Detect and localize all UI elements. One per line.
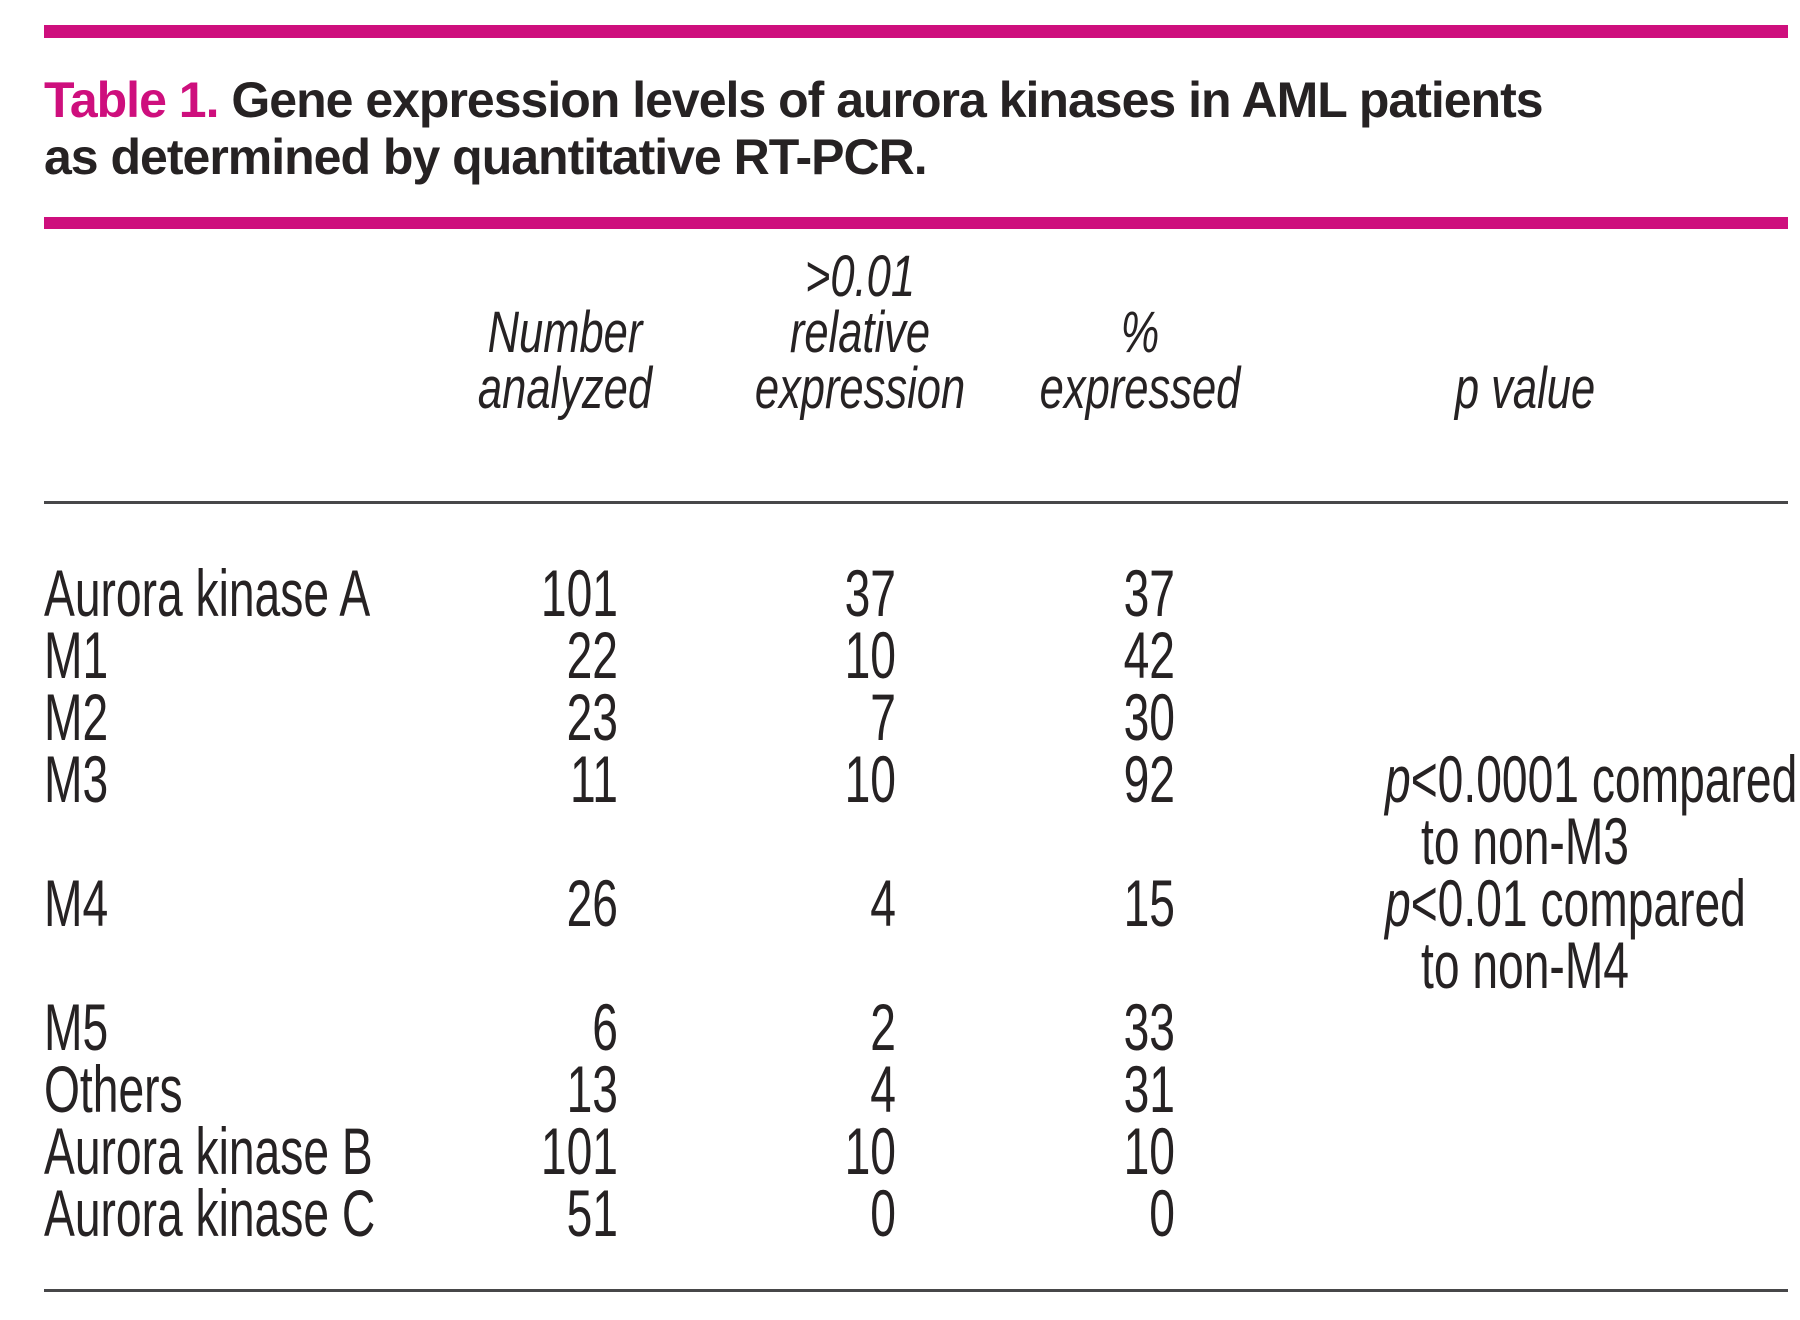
row-label: Aurora kinase C <box>44 1176 376 1250</box>
number-analyzed-value: 51 <box>566 1176 618 1250</box>
row-label: M2 <box>44 680 109 754</box>
header-divider-rule <box>44 501 1788 504</box>
number-analyzed-value: 101 <box>540 556 618 630</box>
row-label: M4 <box>44 866 109 940</box>
top-accent-rule <box>44 25 1788 38</box>
table-number-label: Table 1. <box>44 72 219 128</box>
table-body: Aurora kinase A 101 37 37 M1 22 10 42 M2… <box>0 556 1800 1250</box>
title-accent-rule <box>44 217 1788 229</box>
header-number: Number <box>487 300 643 365</box>
p-value-text: <0.0001 compared <box>1410 742 1798 816</box>
number-analyzed-value: 23 <box>566 680 618 754</box>
relative-expression-value: 10 <box>844 618 896 692</box>
pct-expressed-value: 15 <box>1123 866 1175 940</box>
table-row-m4: M4 26 4 15 p<0.01 compared to non-M4 <box>0 866 1800 998</box>
p-symbol: p <box>1385 866 1411 940</box>
table-title-line2: as determined by quantitative RT-PCR. <box>44 129 928 185</box>
pct-expressed-value: 92 <box>1123 742 1175 816</box>
column-header-pct-expressed: % expressed <box>1020 300 1260 421</box>
relative-expression-value: 4 <box>870 866 896 940</box>
table-row-m2: M2 23 7 30 <box>0 680 1800 754</box>
row-label: Aurora kinase A <box>44 556 371 630</box>
table-row-m3: M3 11 10 92 p<0.0001 compared to non-M3 <box>0 742 1800 874</box>
p-value-note: p<0.01 compared to non-M4 <box>1385 870 1746 998</box>
p-value-note: p<0.0001 compared to non-M3 <box>1385 746 1797 874</box>
table-row-aurora-kinase-c: Aurora kinase C 51 0 0 <box>0 1176 1800 1250</box>
header-percent: % <box>1120 300 1160 365</box>
table-row-m5: M5 6 2 33 <box>0 990 1800 1064</box>
header-threshold: >0.01 <box>804 244 916 309</box>
bottom-rule <box>44 1289 1788 1292</box>
row-label: Others <box>44 1052 183 1126</box>
column-header-number-analyzed: Number analyzed <box>445 300 685 421</box>
number-analyzed-value: 13 <box>566 1052 618 1126</box>
number-analyzed-value: 6 <box>592 990 618 1064</box>
pct-expressed-value: 42 <box>1123 618 1175 692</box>
relative-expression-value: 0 <box>870 1176 896 1250</box>
relative-expression-value: 10 <box>844 742 896 816</box>
row-label: M5 <box>44 990 109 1064</box>
number-analyzed-value: 11 <box>570 742 618 816</box>
table-row-aurora-kinase-b: Aurora kinase B 101 10 10 <box>0 1114 1800 1188</box>
number-analyzed-value: 26 <box>566 866 618 940</box>
table-row-others: Others 13 4 31 <box>0 1052 1800 1126</box>
table-row-m1: M1 22 10 42 <box>0 618 1800 692</box>
row-label: M3 <box>44 742 109 816</box>
column-header-p-value: p value <box>1454 356 1596 421</box>
relative-expression-value: 2 <box>870 990 896 1064</box>
p-symbol: p <box>1385 742 1411 816</box>
p-value-text-line2: to non-M3 <box>1420 804 1630 878</box>
pct-expressed-value: 30 <box>1123 680 1175 754</box>
header-expressed: expressed <box>1039 356 1241 421</box>
header-expression: expression <box>754 356 966 421</box>
number-analyzed-value: 22 <box>566 618 618 692</box>
pct-expressed-value: 37 <box>1123 556 1175 630</box>
p-value-text: <0.01 compared <box>1410 866 1746 940</box>
relative-expression-value: 4 <box>870 1052 896 1126</box>
pct-expressed-value: 0 <box>1149 1176 1175 1250</box>
relative-expression-value: 10 <box>844 1114 896 1188</box>
table-title: Table 1. Gene expression levels of auror… <box>44 72 1544 186</box>
pct-expressed-value: 33 <box>1123 990 1175 1064</box>
table-title-text: Gene expression levels of aurora kinases… <box>218 72 1543 128</box>
pct-expressed-value: 31 <box>1123 1052 1175 1126</box>
row-label: Aurora kinase B <box>44 1114 373 1188</box>
header-analyzed: analyzed <box>477 356 653 421</box>
number-analyzed-value: 101 <box>540 1114 618 1188</box>
relative-expression-value: 37 <box>844 556 896 630</box>
p-value-text-line2: to non-M4 <box>1420 928 1630 1002</box>
row-label: M1 <box>44 618 109 692</box>
table-row-aurora-kinase-a: Aurora kinase A 101 37 37 <box>0 556 1800 630</box>
relative-expression-value: 7 <box>870 680 896 754</box>
header-relative: relative <box>789 300 931 365</box>
column-header-relative-expression: >0.01 relative expression <box>740 244 980 421</box>
pct-expressed-value: 10 <box>1123 1114 1175 1188</box>
table-title-line1: Table 1. Gene expression levels of auror… <box>44 72 1544 129</box>
